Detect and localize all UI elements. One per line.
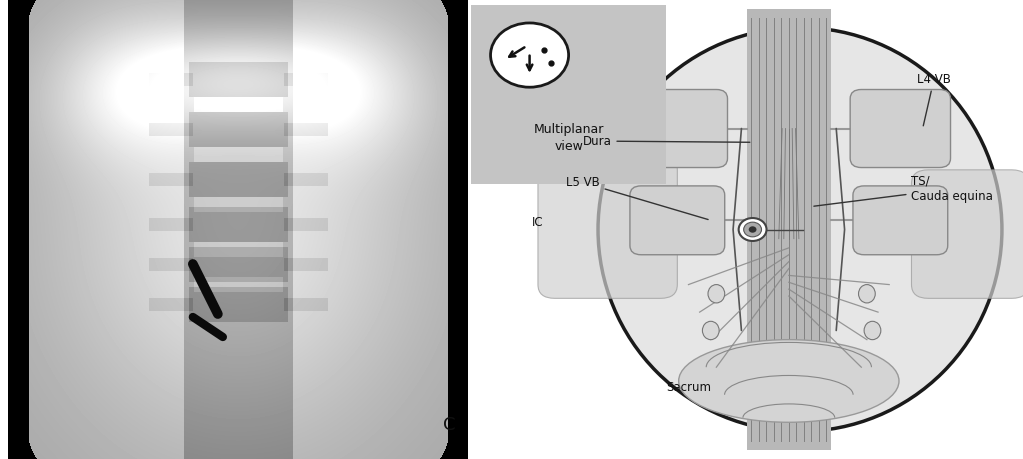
- Ellipse shape: [864, 321, 881, 340]
- Text: L4 VB: L4 VB: [917, 73, 951, 126]
- FancyBboxPatch shape: [630, 186, 724, 255]
- Ellipse shape: [708, 285, 724, 303]
- Ellipse shape: [598, 28, 1002, 431]
- Circle shape: [739, 218, 766, 241]
- Text: Multiplanar
view: Multiplanar view: [533, 123, 604, 153]
- Bar: [747, 9, 831, 450]
- Text: TS/
Cauda equina: TS/ Cauda equina: [814, 175, 993, 206]
- FancyBboxPatch shape: [627, 90, 727, 168]
- Text: Sacrum: Sacrum: [666, 381, 711, 394]
- Circle shape: [491, 23, 569, 87]
- FancyBboxPatch shape: [471, 5, 666, 184]
- Text: C: C: [443, 415, 455, 434]
- Text: L5 VB: L5 VB: [566, 176, 708, 219]
- FancyBboxPatch shape: [538, 156, 677, 298]
- Text: IC: IC: [532, 216, 544, 229]
- FancyBboxPatch shape: [853, 186, 947, 255]
- Text: Dura: Dura: [582, 134, 750, 148]
- Ellipse shape: [858, 285, 876, 303]
- FancyBboxPatch shape: [911, 170, 1023, 298]
- Circle shape: [744, 222, 761, 237]
- Ellipse shape: [703, 321, 719, 340]
- Circle shape: [749, 226, 756, 233]
- Ellipse shape: [678, 340, 899, 422]
- FancyBboxPatch shape: [850, 90, 950, 168]
